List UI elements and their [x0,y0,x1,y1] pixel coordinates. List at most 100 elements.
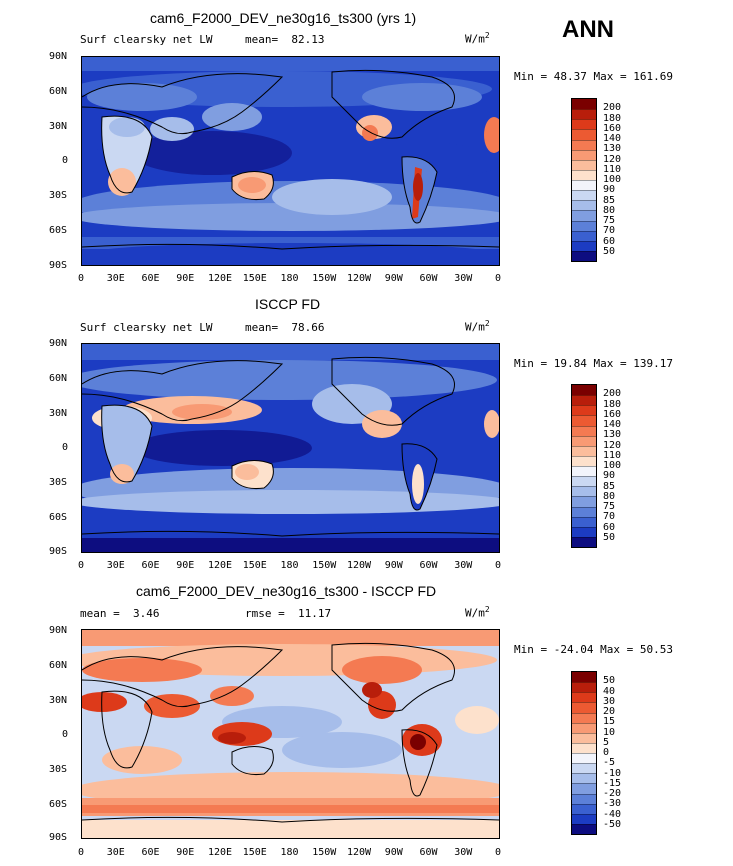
panel-3-ytick-30s: 30S [49,764,68,775]
xtick-180: 180 [280,847,299,858]
colorbar-swatch [572,793,596,804]
xtick-120e: 120E [208,560,233,571]
panel-3-mean: mean = 3.46 [80,607,160,620]
panel-3-map [81,629,500,839]
xtick-30w: 30W [454,847,473,858]
panel-1-minmax: Min = 48.37 Max = 161.69 [514,70,673,83]
colorbar-swatch [572,240,596,251]
xtick-30w: 30W [454,273,473,284]
colorbar-level-label: 160 [603,408,622,420]
colorbar-level-label: 10 [603,726,616,738]
colorbar-swatch [572,722,596,733]
colorbar-swatch [572,526,596,537]
panel-1-ytick-60s: 60S [49,225,68,236]
xtick-90w: 90W [384,273,403,284]
panel-2-colorbar [571,384,597,548]
colorbar-swatch [572,109,596,120]
xtick-120w: 120W [347,847,372,858]
colorbar-level-label: 60 [603,521,616,533]
panel-1-title: cam6_F2000_DEV_ne30g16_ts300 (yrs 1) [150,10,417,26]
colorbar-swatch [572,230,596,241]
xtick-last-0: 0 [495,560,502,571]
panel-1-ytick-90s: 90S [49,260,68,271]
colorbar-level-label: 30 [603,695,616,707]
colorbar-level-label: 85 [603,194,616,206]
colorbar-level-label: 0 [603,747,610,758]
colorbar-swatch [572,476,596,487]
colorbar-swatch [572,496,596,507]
colorbar-level-label: 90 [603,184,616,196]
panel-3-minmax: Min = -24.04 Max = 50.53 [514,643,673,656]
panel-2-ytick-60n: 60N [49,373,68,384]
colorbar-level-label: -40 [603,808,622,820]
colorbar-swatch [572,813,596,824]
xtick-60w: 60W [419,560,438,571]
colorbar-swatch [572,773,596,784]
panel-3-ytick-60s: 60S [49,799,68,810]
panel-1-ytick-30n: 30N [49,121,68,132]
colorbar-level-label: 130 [603,429,622,441]
xtick-120w: 120W [347,273,372,284]
panel-3-ytick-0: 0 [62,729,69,740]
panel-1-ytick-90n: 90N [49,51,68,62]
colorbar-swatch [572,169,596,180]
panel-3-rmse-value: 11.17 [298,607,332,620]
colorbar-level-label: 50 [603,675,616,687]
colorbar-swatch [572,180,596,191]
panel-1-mean-value: 82.13 [291,33,325,46]
xtick-last-0: 0 [495,273,502,284]
colorbar-level-label: -30 [603,798,622,810]
colorbar-swatch [572,190,596,201]
colorbar-swatch [572,139,596,150]
colorbar-level-label: 180 [603,398,622,410]
xtick-last-0: 0 [495,847,502,858]
colorbar-level-label: 200 [603,102,622,114]
colorbar-swatch [572,783,596,794]
colorbar-level-label: 75 [603,215,616,226]
panel-3-field [82,630,499,838]
colorbar-level-label: 110 [603,449,622,461]
colorbar-swatch [572,466,596,477]
colorbar-swatch [572,210,596,221]
xtick-30w: 30W [454,560,473,571]
xtick-150w: 150W [312,560,337,571]
colorbar-swatch [572,672,596,683]
xtick-150w: 150W [312,273,337,284]
xtick-90w: 90W [384,560,403,571]
colorbar-swatch [572,385,596,396]
panel-2-ytick-60s: 60S [49,512,68,523]
xtick-first-0: 0 [78,273,85,284]
panel-2-ytick-90s: 90S [49,546,68,557]
colorbar-level-label: 180 [603,112,622,124]
colorbar-level-label: 200 [603,388,622,400]
colorbar-swatch [572,220,596,231]
xtick-150w: 150W [312,847,337,858]
colorbar-level-label: 40 [603,685,616,697]
panel-3-title: cam6_F2000_DEV_ne30g16_ts300 - ISCCP FD [136,583,437,599]
colorbar-level-label: -50 [603,818,622,830]
xtick-first-0: 0 [78,847,85,858]
colorbar-swatch [572,803,596,814]
colorbar-level-label: 100 [603,460,622,471]
xtick-90w: 90W [384,847,403,858]
colorbar-swatch [572,823,596,834]
colorbar-level-label: 50 [603,531,616,543]
colorbar-swatch [572,486,596,497]
colorbar-level-label: -5 [603,757,616,769]
colorbar-level-label: -15 [603,777,622,789]
panel-2-variable-label: Surf clearsky net LW [80,321,213,334]
panel-2-ytick-90n: 90N [49,338,68,349]
colorbar-level-label: 85 [603,480,616,492]
panel-1-ytick-0: 0 [62,155,69,166]
colorbar-swatch [572,455,596,466]
xtick-180: 180 [280,560,299,571]
xtick-120e: 120E [208,847,233,858]
xtick-60e: 60E [141,273,160,284]
colorbar-level-label: 50 [603,245,616,257]
panel-2-map [81,343,500,553]
colorbar-swatch [572,506,596,517]
colorbar-swatch [572,129,596,140]
colorbar-swatch [572,149,596,160]
xtick-60e: 60E [141,560,160,571]
colorbar-level-label: 15 [603,716,616,728]
